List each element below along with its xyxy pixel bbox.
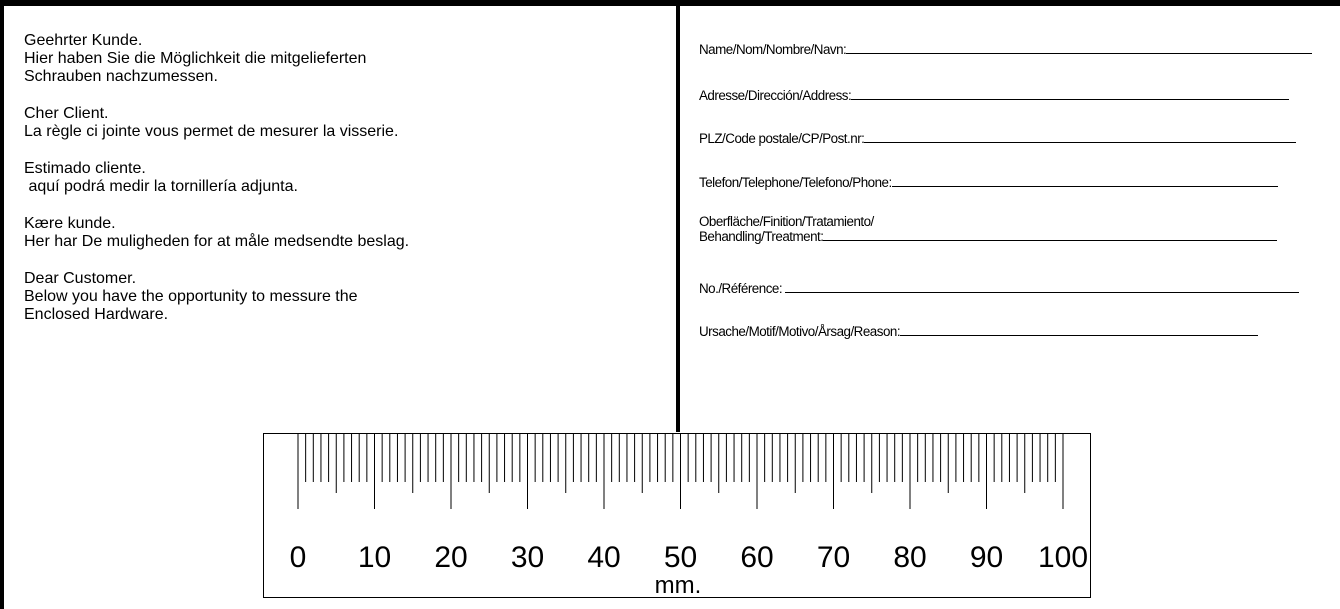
ruler-ticks [297,433,1064,509]
name-field[interactable]: Name/Nom/Nombre/Navn: [699,42,1313,57]
ruler-tick-label: 60 [740,541,773,574]
greeting-line: Hier haben Sie die Möglichkeit die mitge… [24,50,367,67]
postal-code-label: PLZ/Code postale/CP/Post.nr: [699,131,865,146]
surface-treatment-input-line[interactable] [823,239,1278,241]
greeting-line: Enclosed Hardware. [24,306,169,323]
phone-input-line[interactable] [891,185,1278,187]
greeting-danish: Kære kunde. Her har De muligheden for at… [24,215,664,251]
greeting-french: Cher Client. La règle ci jointe vous per… [24,105,664,141]
ruler-tick-label: 40 [587,541,620,574]
ruler-tick-label: 80 [893,541,926,574]
greeting-line: aquí podrá medir la tornillería adjunta. [24,178,298,195]
phone-field[interactable]: Telefon/Telephone/Telefono/Phone: [699,175,1278,190]
reason-label: Ursache/Motif/Motivo/Årsag/Reason: [699,324,901,339]
ruler-tick-label: 0 [290,541,307,574]
reference-label: No./Référence: [699,281,786,296]
address-field[interactable]: Adresse/Dirección/Address: [699,88,1290,103]
greetings-column: Geehrter Kunde. Hier haben Sie die Mögli… [24,32,664,343]
greeting-line: Below you have the opportunity to messur… [24,288,358,305]
ruler-tick-label: 70 [817,541,850,574]
surface-treatment-field[interactable]: Oberfläche/Finition/Tratamiento/ Behandl… [699,214,1278,244]
ruler-unit-label: mm. [655,572,702,598]
greeting-line: Estimado cliente. [24,160,146,177]
greeting-line: Her har De muligheden for at måle medsen… [24,233,410,250]
reason-field[interactable]: Ursache/Motif/Motivo/Årsag/Reason: [699,324,1259,339]
greeting-spanish: Estimado cliente. aquí podrá medir la to… [24,160,664,196]
postal-code-field[interactable]: PLZ/Code postale/CP/Post.nr: [699,131,1297,146]
ruler-tick-label: 50 [664,541,697,574]
greeting-line: Kære kunde. [24,215,116,232]
ruler-tick-labels: 0 10 20 30 40 50 60 70 80 90 100 [290,541,1088,574]
name-label: Name/Nom/Nombre/Navn: [699,42,847,57]
greeting-german: Geehrter Kunde. Hier haben Sie die Mögli… [24,32,664,86]
greeting-line: Geehrter Kunde. [24,32,143,49]
greeting-line: Dear Customer. [24,270,137,287]
greeting-english: Dear Customer. Below you have the opport… [24,270,664,324]
reference-field[interactable]: No./Référence: [699,281,1300,296]
reference-input-line[interactable] [785,291,1300,293]
greeting-line: La règle ci jointe vous permet de mesure… [24,123,399,140]
ruler [263,433,1091,598]
address-label: Adresse/Dirección/Address: [699,88,852,103]
ruler-tick-label: 100 [1038,541,1088,574]
ruler-tick-label: 30 [511,541,544,574]
postal-code-input-line[interactable] [864,141,1297,143]
ruler-tick-label: 90 [970,541,1003,574]
name-input-line[interactable] [846,52,1313,54]
address-input-line[interactable] [851,98,1290,100]
ruler-scale: 0 10 20 30 40 50 60 70 80 90 100 mm. [290,433,1088,598]
greeting-line: Cher Client. [24,105,109,122]
ruler-tick-label: 20 [434,541,467,574]
ruler-tick-label: 10 [358,541,391,574]
reason-input-line[interactable] [900,334,1259,336]
column-divider [676,0,680,432]
phone-label: Telefon/Telephone/Telefono/Phone: [699,175,892,190]
surface-treatment-label: Oberfläche/Finition/Tratamiento/ [699,214,874,229]
greeting-line: Schrauben nachzumessen. [24,68,218,85]
surface-treatment-label: Behandling/Treatment: [699,229,824,244]
